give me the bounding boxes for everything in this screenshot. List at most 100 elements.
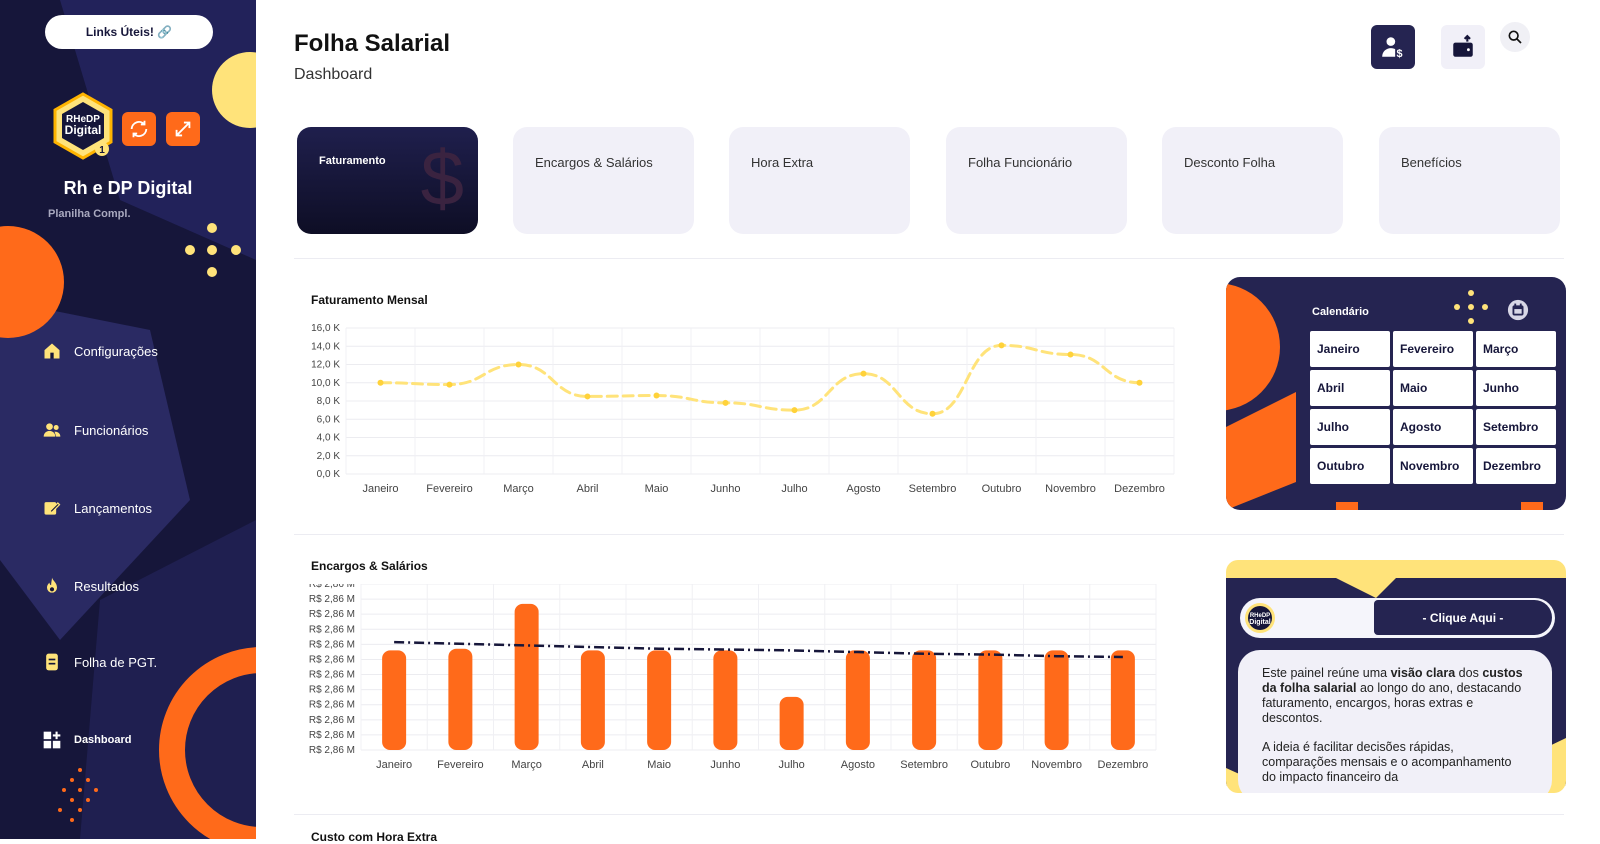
calendar-month-1[interactable]: Janeiro: [1310, 331, 1390, 367]
bar: [647, 650, 672, 750]
y-tick-label: 16,0 K: [311, 323, 340, 334]
tab-hora-extra[interactable]: Hora Extra: [729, 127, 910, 234]
data-point: [860, 370, 867, 377]
nav-dashboard[interactable]: Dashboard: [42, 730, 131, 750]
y-tick-label: 2,0 K: [317, 451, 341, 462]
svg-text:Digital: Digital: [1249, 619, 1270, 626]
nav-label: Lançamentos: [74, 500, 153, 516]
home-icon: [44, 343, 60, 359]
nav-folha-pgt[interactable]: Folha de PGT.: [42, 652, 157, 672]
tab-label: Folha Funcionário: [968, 155, 1073, 170]
calendar-month-9[interactable]: Setembro: [1476, 409, 1556, 445]
dollar-icon: $: [420, 134, 464, 222]
x-tick-label: Junho: [710, 759, 740, 771]
page-subtitle: Dashboard: [294, 66, 373, 83]
refresh-button[interactable]: [122, 112, 156, 146]
calendar-month-10[interactable]: Outubro: [1310, 448, 1390, 484]
nav-resultados[interactable]: Resultados: [42, 576, 139, 596]
y-tick-label: R$ 2,86 M: [309, 584, 355, 590]
calendar-month-4[interactable]: Abril: [1310, 370, 1390, 406]
svg-text:RHeDP: RHeDP: [66, 114, 100, 125]
y-tick-label: R$ 2,86 M: [309, 715, 355, 726]
tab-encargos-salarios[interactable]: Encargos & Salários: [513, 127, 694, 234]
calendar-panel: Calendário Janeiro Fevereiro Março Abril Mai…: [1226, 277, 1566, 510]
sidebar: Links Úteis! 🔗 RHeDP Digital 1 Rh e DP D…: [0, 0, 256, 839]
x-tick-label: Março: [511, 759, 542, 771]
clique-aqui-button[interactable]: - Clique Aqui -: [1374, 600, 1552, 635]
y-tick-label: R$ 2,86 M: [309, 624, 355, 635]
y-tick-label: R$ 2,86 M: [309, 700, 355, 711]
x-tick-label: Setembro: [909, 483, 957, 495]
calendar-month-2[interactable]: Fevereiro: [1393, 331, 1473, 367]
x-tick-label: Julho: [778, 759, 804, 771]
main-content: Folha Salarial Dashboard $ Faturamento $…: [256, 0, 1600, 844]
info-text: Este painel reúne uma visão clara dos cu…: [1238, 650, 1552, 793]
bar: [382, 650, 407, 750]
tab-beneficios[interactable]: Benefícios: [1379, 127, 1560, 234]
calendar-icon[interactable]: [1507, 299, 1529, 321]
search-button[interactable]: [1500, 22, 1530, 52]
calendar-month-12[interactable]: Dezembro: [1476, 448, 1556, 484]
bar-chart: R$ 2,86 M R$ 2,86 M R$ 2,86 M R$ 2,86 M R$ 2…: [309, 584, 1157, 771]
bar: [1110, 650, 1135, 750]
nav-label: Folha de PGT.: [74, 654, 158, 670]
calendar-month-7[interactable]: Julho: [1310, 409, 1390, 445]
bar: [1044, 650, 1069, 750]
tab-faturamento[interactable]: Faturamento $: [297, 127, 478, 234]
svg-text:Digital: Digital: [65, 123, 102, 137]
y-tick-label: R$ 2,86 M: [309, 594, 355, 605]
rhdp-logo: RHeDP Digital 1: [53, 92, 113, 160]
x-tick-label: Novembro: [1031, 759, 1082, 771]
x-tick-label: Novembro: [1045, 483, 1096, 495]
line-chart: 16,0 K 14,0 K 12,0 K 10,0 K 8,0 K 6,0 K 4,0 K 2…: [311, 323, 1175, 495]
expand-button[interactable]: [166, 112, 200, 146]
expand-icon: [175, 121, 191, 137]
info-text-part: ao longo do ano, destacando faturamento,…: [1262, 681, 1522, 725]
tab-label: Desconto Folha: [1184, 155, 1276, 170]
bar: [978, 650, 1003, 750]
x-tick-label: Julho: [781, 483, 807, 495]
tab-label: Benefícios: [1401, 155, 1462, 170]
data-point: [998, 342, 1005, 349]
tab-label: Encargos & Salários: [535, 155, 653, 170]
info-text-part: A ideia é facilitar decisões rápidas, co…: [1262, 740, 1512, 784]
info-text-part: Este painel reúne uma: [1262, 666, 1391, 680]
y-tick-label: 14,0 K: [311, 341, 340, 352]
wallet-button[interactable]: [1441, 25, 1485, 69]
document-icon: [46, 653, 58, 671]
data-point: [515, 361, 522, 368]
tab-folha-funcionario[interactable]: Folha Funcionário: [946, 127, 1127, 234]
nav-lancamentos[interactable]: Lançamentos: [42, 498, 152, 518]
brand-name: Rh e DP Digital: [63, 178, 193, 198]
wallet-upload-icon: [1453, 34, 1473, 57]
x-tick-label: Janeiro: [362, 483, 398, 495]
calendar-month-6[interactable]: Junho: [1476, 370, 1556, 406]
brand-subtitle: Planilha Compl.: [48, 208, 131, 220]
bar-chart-title: Encargos & Salários: [311, 559, 428, 573]
bar: [779, 696, 804, 750]
payroll-user-button[interactable]: $: [1371, 25, 1415, 69]
calendar-month-3[interactable]: Março: [1476, 331, 1556, 367]
links-uteis-button[interactable]: Links Úteis! 🔗: [45, 15, 213, 49]
x-tick-label: Abril: [576, 483, 598, 495]
calendar-month-8[interactable]: Agosto: [1393, 409, 1473, 445]
calendar-title: Calendário: [1312, 306, 1369, 318]
data-point: [377, 379, 384, 386]
users-icon: [43, 423, 61, 437]
x-tick-label: Dezembro: [1114, 483, 1165, 495]
y-tick-label: 8,0 K: [317, 396, 341, 407]
x-tick-label: Junho: [711, 483, 741, 495]
bar: [713, 650, 738, 750]
data-point: [446, 381, 453, 388]
y-tick-label: R$ 2,86 M: [309, 639, 355, 650]
y-tick-label: R$ 2,86 M: [309, 685, 355, 696]
user-dollar-icon: $: [1382, 37, 1403, 60]
calendar-month-5[interactable]: Maio: [1393, 370, 1473, 406]
tab-desconto-folha[interactable]: Desconto Folha: [1162, 127, 1343, 234]
nav-funcionarios[interactable]: Funcionários: [42, 420, 148, 440]
calendar-month-11[interactable]: Novembro: [1393, 448, 1473, 484]
data-point: [1067, 351, 1074, 358]
svg-text:1: 1: [99, 145, 105, 156]
nav-configuracoes[interactable]: Configurações: [42, 341, 158, 361]
x-tick-label: Fevereiro: [437, 759, 483, 771]
